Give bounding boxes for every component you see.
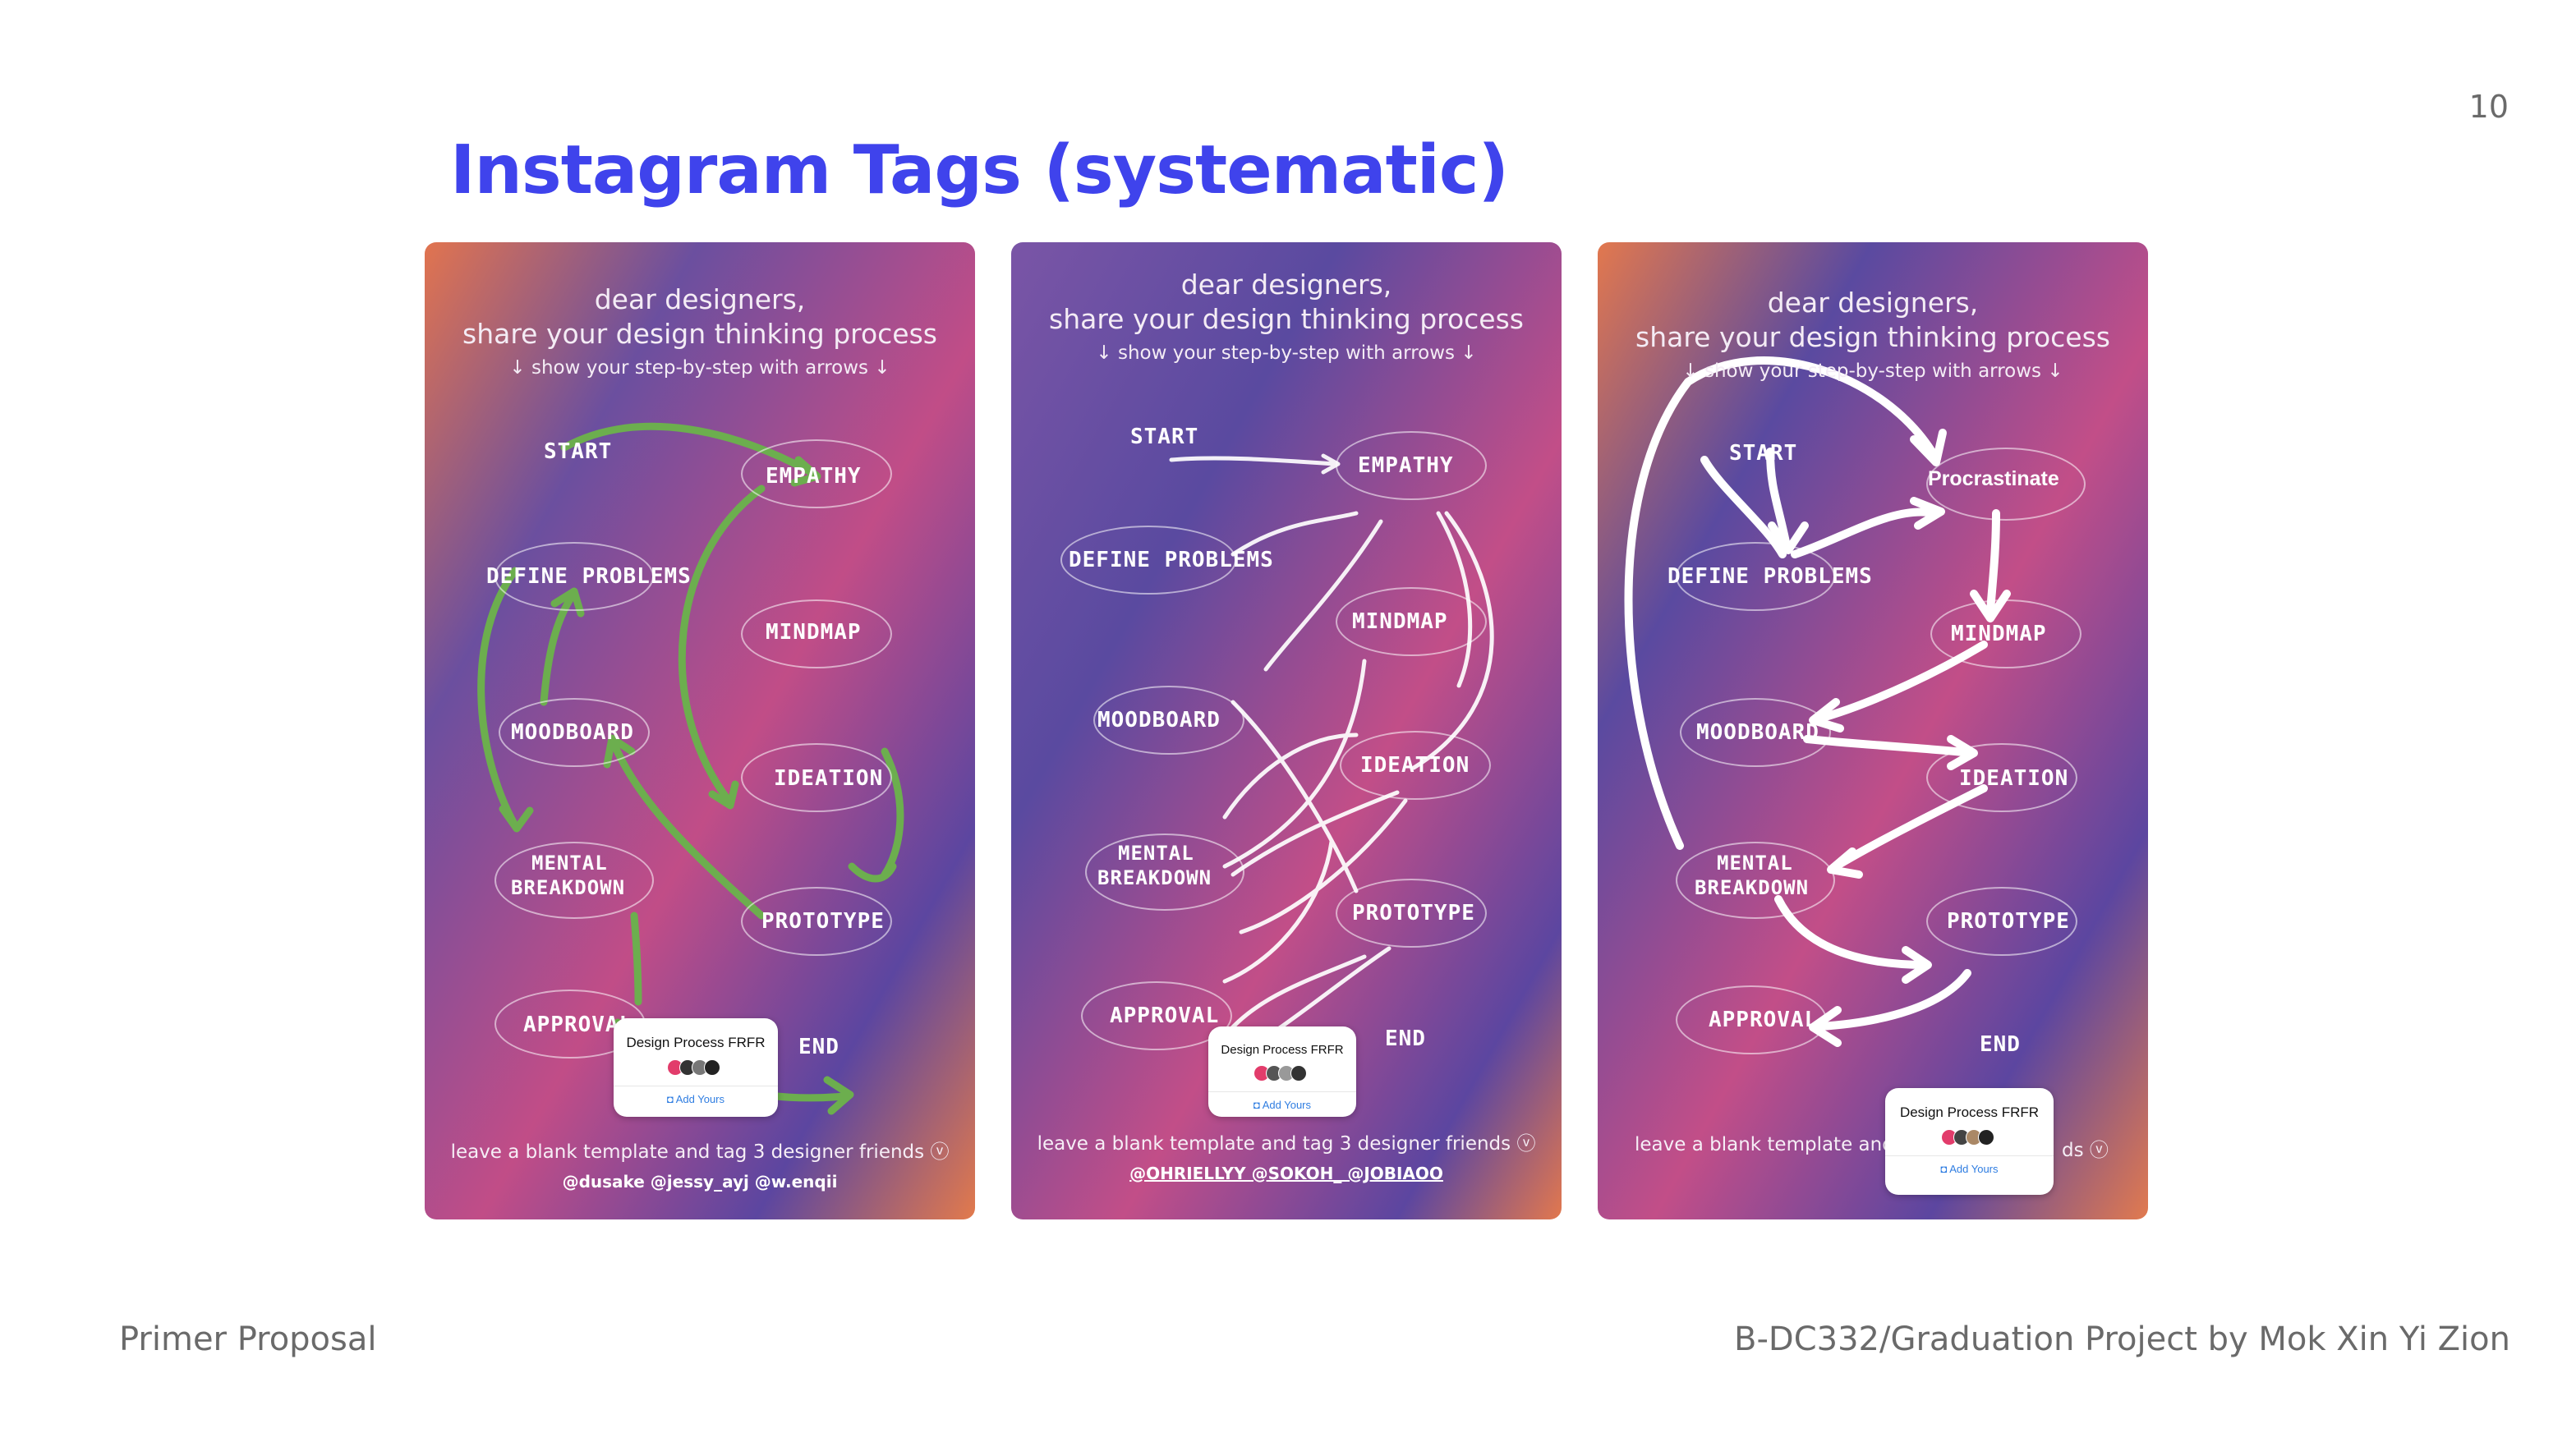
tagged-handles: @OHRIELLYY @SOKOH_ @JOBIAOO <box>1129 1164 1443 1183</box>
oval-mental <box>1085 834 1244 911</box>
bottom-note-right: ds ⓥ <box>2062 1140 2109 1161</box>
instagram-story-panel-3: dear designers, share your design thinki… <box>1598 242 2148 1219</box>
tagged-handles: @dusake @jessy_ayj @w.enqii <box>562 1172 838 1192</box>
circle-check-icon: ⓥ <box>1516 1133 1536 1155</box>
node-ideation: IDEATION <box>774 766 884 791</box>
sticker-title: Design Process FRFR <box>1221 1043 1344 1057</box>
oval-moodboard <box>1093 686 1244 755</box>
node-prototype: PROTOTYPE <box>1352 901 1475 925</box>
oval-prototype <box>1926 887 2077 956</box>
add-yours-sticker[interactable]: Design Process FRFR ◘ Add Yours <box>1885 1088 2054 1195</box>
node-mental-2: BREAKDOWN <box>1695 876 1810 899</box>
oval-approval <box>1676 985 1827 1054</box>
add-yours-sticker[interactable]: Design Process FRFR ◘ Add Yours <box>1208 1026 1356 1117</box>
page-number: 10 <box>2468 89 2509 125</box>
footer-right: B-DC332/Graduation Project by Mok Xin Yi… <box>1734 1320 2510 1358</box>
story-heading-line-3: ↓ show your step-by-step with arrows ↓ <box>509 357 890 379</box>
instagram-story-panel-2: dear designers, share your design thinki… <box>1011 242 1562 1219</box>
node-define: DEFINE PROBLEMS <box>1668 564 1873 589</box>
node-define: DEFINE PROBLEMS <box>486 564 692 589</box>
node-mindmap: MINDMAP <box>1352 609 1448 634</box>
sticker-title: Design Process FRFR <box>1899 1104 2040 1120</box>
node-start: START <box>1729 441 1798 466</box>
sticker-title: Design Process FRFR <box>626 1035 766 1050</box>
oval-procrastinate <box>1926 448 2086 521</box>
node-mental-1: MENTAL <box>1118 842 1194 865</box>
camera-icon: ◘ <box>1253 1099 1263 1111</box>
add-yours-sticker[interactable]: Design Process FRFR ◘ Add Yours <box>614 1018 778 1117</box>
story-heading-line-1: dear designers, <box>594 283 806 315</box>
bottom-note: leave a blank template and tag 3 designe… <box>450 1141 950 1163</box>
story-heading-line-1: dear designers, <box>1180 269 1392 301</box>
node-ideation: IDEATION <box>1360 753 1470 778</box>
oval-ideation <box>741 743 892 812</box>
story-heading-line-3: ↓ show your step-by-step with arrows ↓ <box>1096 342 1477 364</box>
node-mental-2: BREAKDOWN <box>511 876 626 899</box>
node-end: END <box>1980 1032 2021 1057</box>
node-moodboard: MOODBOARD <box>1696 720 1819 745</box>
oval-define <box>1060 526 1236 595</box>
oval-ideation <box>1926 743 2077 812</box>
sticker-add-yours[interactable]: ◘ Add Yours <box>614 1086 778 1105</box>
oval-approval <box>1081 981 1232 1050</box>
node-mindmap: MINDMAP <box>766 620 862 645</box>
node-prototype: PROTOTYPE <box>1947 909 2070 934</box>
bottom-note: leave a blank template and tag 3 designe… <box>1037 1133 1536 1155</box>
oval-mindmap <box>741 599 892 668</box>
node-end: END <box>1385 1026 1426 1051</box>
node-mental-2: BREAKDOWN <box>1097 866 1212 889</box>
oval-mental <box>1676 842 1835 919</box>
sticker-avatars <box>614 1059 778 1076</box>
sticker-add-yours[interactable]: ◘ Add Yours <box>1885 1155 2054 1175</box>
node-empathy: EMPATHY <box>766 464 862 489</box>
oval-mindmap <box>1336 587 1487 656</box>
node-mental-1: MENTAL <box>531 852 608 875</box>
oval-moodboard <box>1680 698 1831 767</box>
node-ideation: IDEATION <box>1959 766 2069 791</box>
story-heading-line-2: share your design thinking process <box>1635 321 2110 353</box>
node-empathy: EMPATHY <box>1358 453 1454 478</box>
oval-mindmap <box>1930 599 2082 668</box>
node-start: START <box>544 439 613 464</box>
story-heading-line-3: ↓ show your step-by-step with arrows ↓ <box>1682 360 2063 382</box>
node-moodboard: MOODBOARD <box>1097 708 1221 732</box>
oval-ideation <box>1340 731 1491 800</box>
camera-icon: ◘ <box>1940 1163 1950 1175</box>
oval-mental <box>494 842 654 919</box>
footer-left: Primer Proposal <box>119 1320 377 1358</box>
oval-define <box>494 542 654 611</box>
node-prototype: PROTOTYPE <box>761 909 885 934</box>
instagram-story-panel-1: dear designers, share your design thinki… <box>425 242 975 1219</box>
story-heading-line-2: share your design thinking process <box>462 318 937 350</box>
bottom-note-left: leave a blank template and <box>1635 1134 1894 1155</box>
oval-prototype <box>1336 879 1487 948</box>
story-heading-line-2: share your design thinking process <box>1049 303 1524 335</box>
oval-prototype <box>741 887 892 956</box>
node-define: DEFINE PROBLEMS <box>1069 548 1274 572</box>
node-mental-1: MENTAL <box>1717 852 1793 875</box>
node-procrastinate: Procrastinate <box>1928 467 2059 490</box>
oval-empathy <box>1336 431 1487 500</box>
sticker-avatars <box>1885 1129 2054 1146</box>
node-approval: APPROVAL <box>1110 1003 1220 1028</box>
sticker-avatars <box>1208 1065 1356 1082</box>
node-approval: APPROVAL <box>1709 1008 1819 1032</box>
oval-define <box>1676 542 1835 611</box>
sticker-add-yours[interactable]: ◘ Add Yours <box>1208 1091 1356 1111</box>
node-start: START <box>1130 425 1199 449</box>
node-moodboard: MOODBOARD <box>511 720 634 745</box>
circle-check-icon: ⓥ <box>2089 1140 2109 1161</box>
oval-moodboard <box>499 698 650 767</box>
page-title: Instagram Tags (systematic) <box>450 131 1509 209</box>
node-mindmap: MINDMAP <box>1951 622 2047 646</box>
camera-icon: ◘ <box>666 1093 676 1105</box>
circle-check-icon: ⓥ <box>930 1141 950 1163</box>
oval-empathy <box>741 439 892 508</box>
node-end: END <box>798 1035 840 1059</box>
story-heading-line-1: dear designers, <box>1767 287 1979 319</box>
